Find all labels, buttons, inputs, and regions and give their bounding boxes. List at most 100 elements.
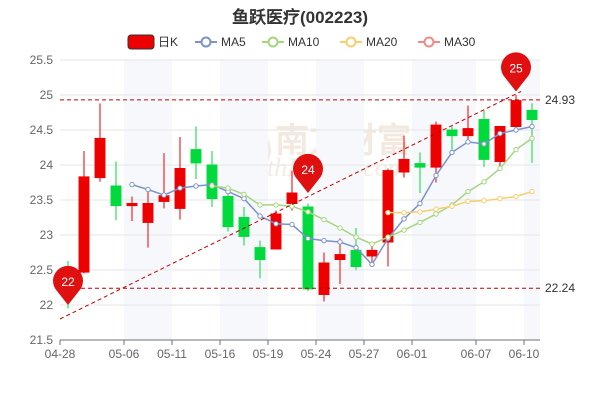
ma5-point [177,185,183,191]
ma10-point [353,234,359,240]
candle-body [270,213,282,250]
candle-body [110,185,122,207]
ma5-point [337,239,343,245]
legend-label: MA10 [288,35,320,49]
chart-title: 鱼跃医疗(002223) [231,8,369,27]
ma10-point [337,225,343,231]
price-pin: 22 [53,265,84,305]
legend-item: 日K [127,34,178,50]
candle [254,240,266,279]
candle [110,161,122,221]
ma20-point [481,198,487,204]
candle [430,121,442,183]
candle [190,126,202,179]
price-pin-marker [53,265,84,305]
candle-body [286,192,298,204]
y-tick-label: 24 [40,158,54,172]
ma5-point [289,221,295,228]
legend-label: MA30 [444,35,476,49]
candle-body [94,137,106,179]
legend-swatch-marker [267,36,279,48]
ma5-point [145,186,151,193]
candle-body [494,126,506,162]
price-pin: 24 [293,153,323,193]
reference-lines: 24.93 22.24 [59,91,575,320]
price-pin-marker [500,52,531,92]
y-tick-label: 21.5 [30,333,54,347]
x-tick-label: 05-06 [109,347,140,361]
price-pin-label: 24 [301,163,315,177]
ma5-point [193,183,199,189]
ma5-point [497,130,503,137]
legend-item: MA20 [340,35,398,49]
candle [126,196,138,221]
ma5-point [257,213,263,219]
ma10-point [257,202,263,208]
ma5-point [417,200,423,207]
candle-body [526,109,538,121]
ma10-point [513,146,519,153]
candle [318,252,330,302]
y-tick-label: 23 [40,228,54,242]
legend-label: MA20 [366,35,398,49]
candle [382,168,394,267]
candle [398,135,410,178]
candles [62,95,538,309]
candle-body [302,206,314,290]
price-annotations: 22 24 25 [53,52,531,305]
ma10-point [497,165,503,172]
ma5-point [273,221,279,227]
candle [510,95,522,132]
ma20-point [449,203,455,210]
candle-body [446,129,458,137]
ma10-point [529,135,535,142]
y-tick-label: 22.5 [30,263,54,277]
candle [142,187,154,248]
ma20-series [385,188,535,216]
legend-label: MA5 [221,35,246,49]
ma20-point [497,195,503,202]
candle-body [334,254,346,261]
legend-swatch-marker [345,36,357,48]
ma5-point [161,192,167,198]
candle [238,207,250,246]
legend-label: 日K [158,35,178,49]
legend-swatch-marker [423,36,435,48]
ma10-point [369,241,375,247]
x-axis: 04-28 05-06 05-11 05-16 05-19 05-24 05-27 06-01… [45,339,540,361]
price-pin-marker [293,153,323,193]
ma10-point [481,179,487,185]
ma20-point [385,209,391,216]
candle [446,126,458,151]
candle-body [78,176,90,273]
ma10-point [273,202,279,208]
y-tick-label: 22 [40,298,54,312]
ma10-point [385,234,391,240]
candle [94,103,106,182]
candle [78,151,90,274]
ma20-point [529,188,535,195]
ma5-point [529,123,535,130]
ma10-point [433,211,439,217]
ma20-point [465,198,471,205]
candle-body [142,203,154,223]
price-pin-label: 25 [509,62,523,76]
legend-swatch [127,34,155,50]
candle [414,152,426,193]
x-tick-label: 06-10 [509,347,540,361]
candle-body [254,247,266,261]
ma10-point [241,191,247,198]
ma5-point [433,172,439,179]
ma20-point [433,206,439,212]
ma10-point [289,203,295,210]
ma10-point [225,185,231,191]
ma10-point [417,219,423,226]
reference-line-label: 22.24 [545,281,575,295]
x-tick-label: 05-24 [301,347,332,361]
ma5-point [129,181,135,188]
candle-body [190,149,202,164]
ma10-point [305,209,311,215]
candle [270,210,282,250]
candle [174,137,186,220]
